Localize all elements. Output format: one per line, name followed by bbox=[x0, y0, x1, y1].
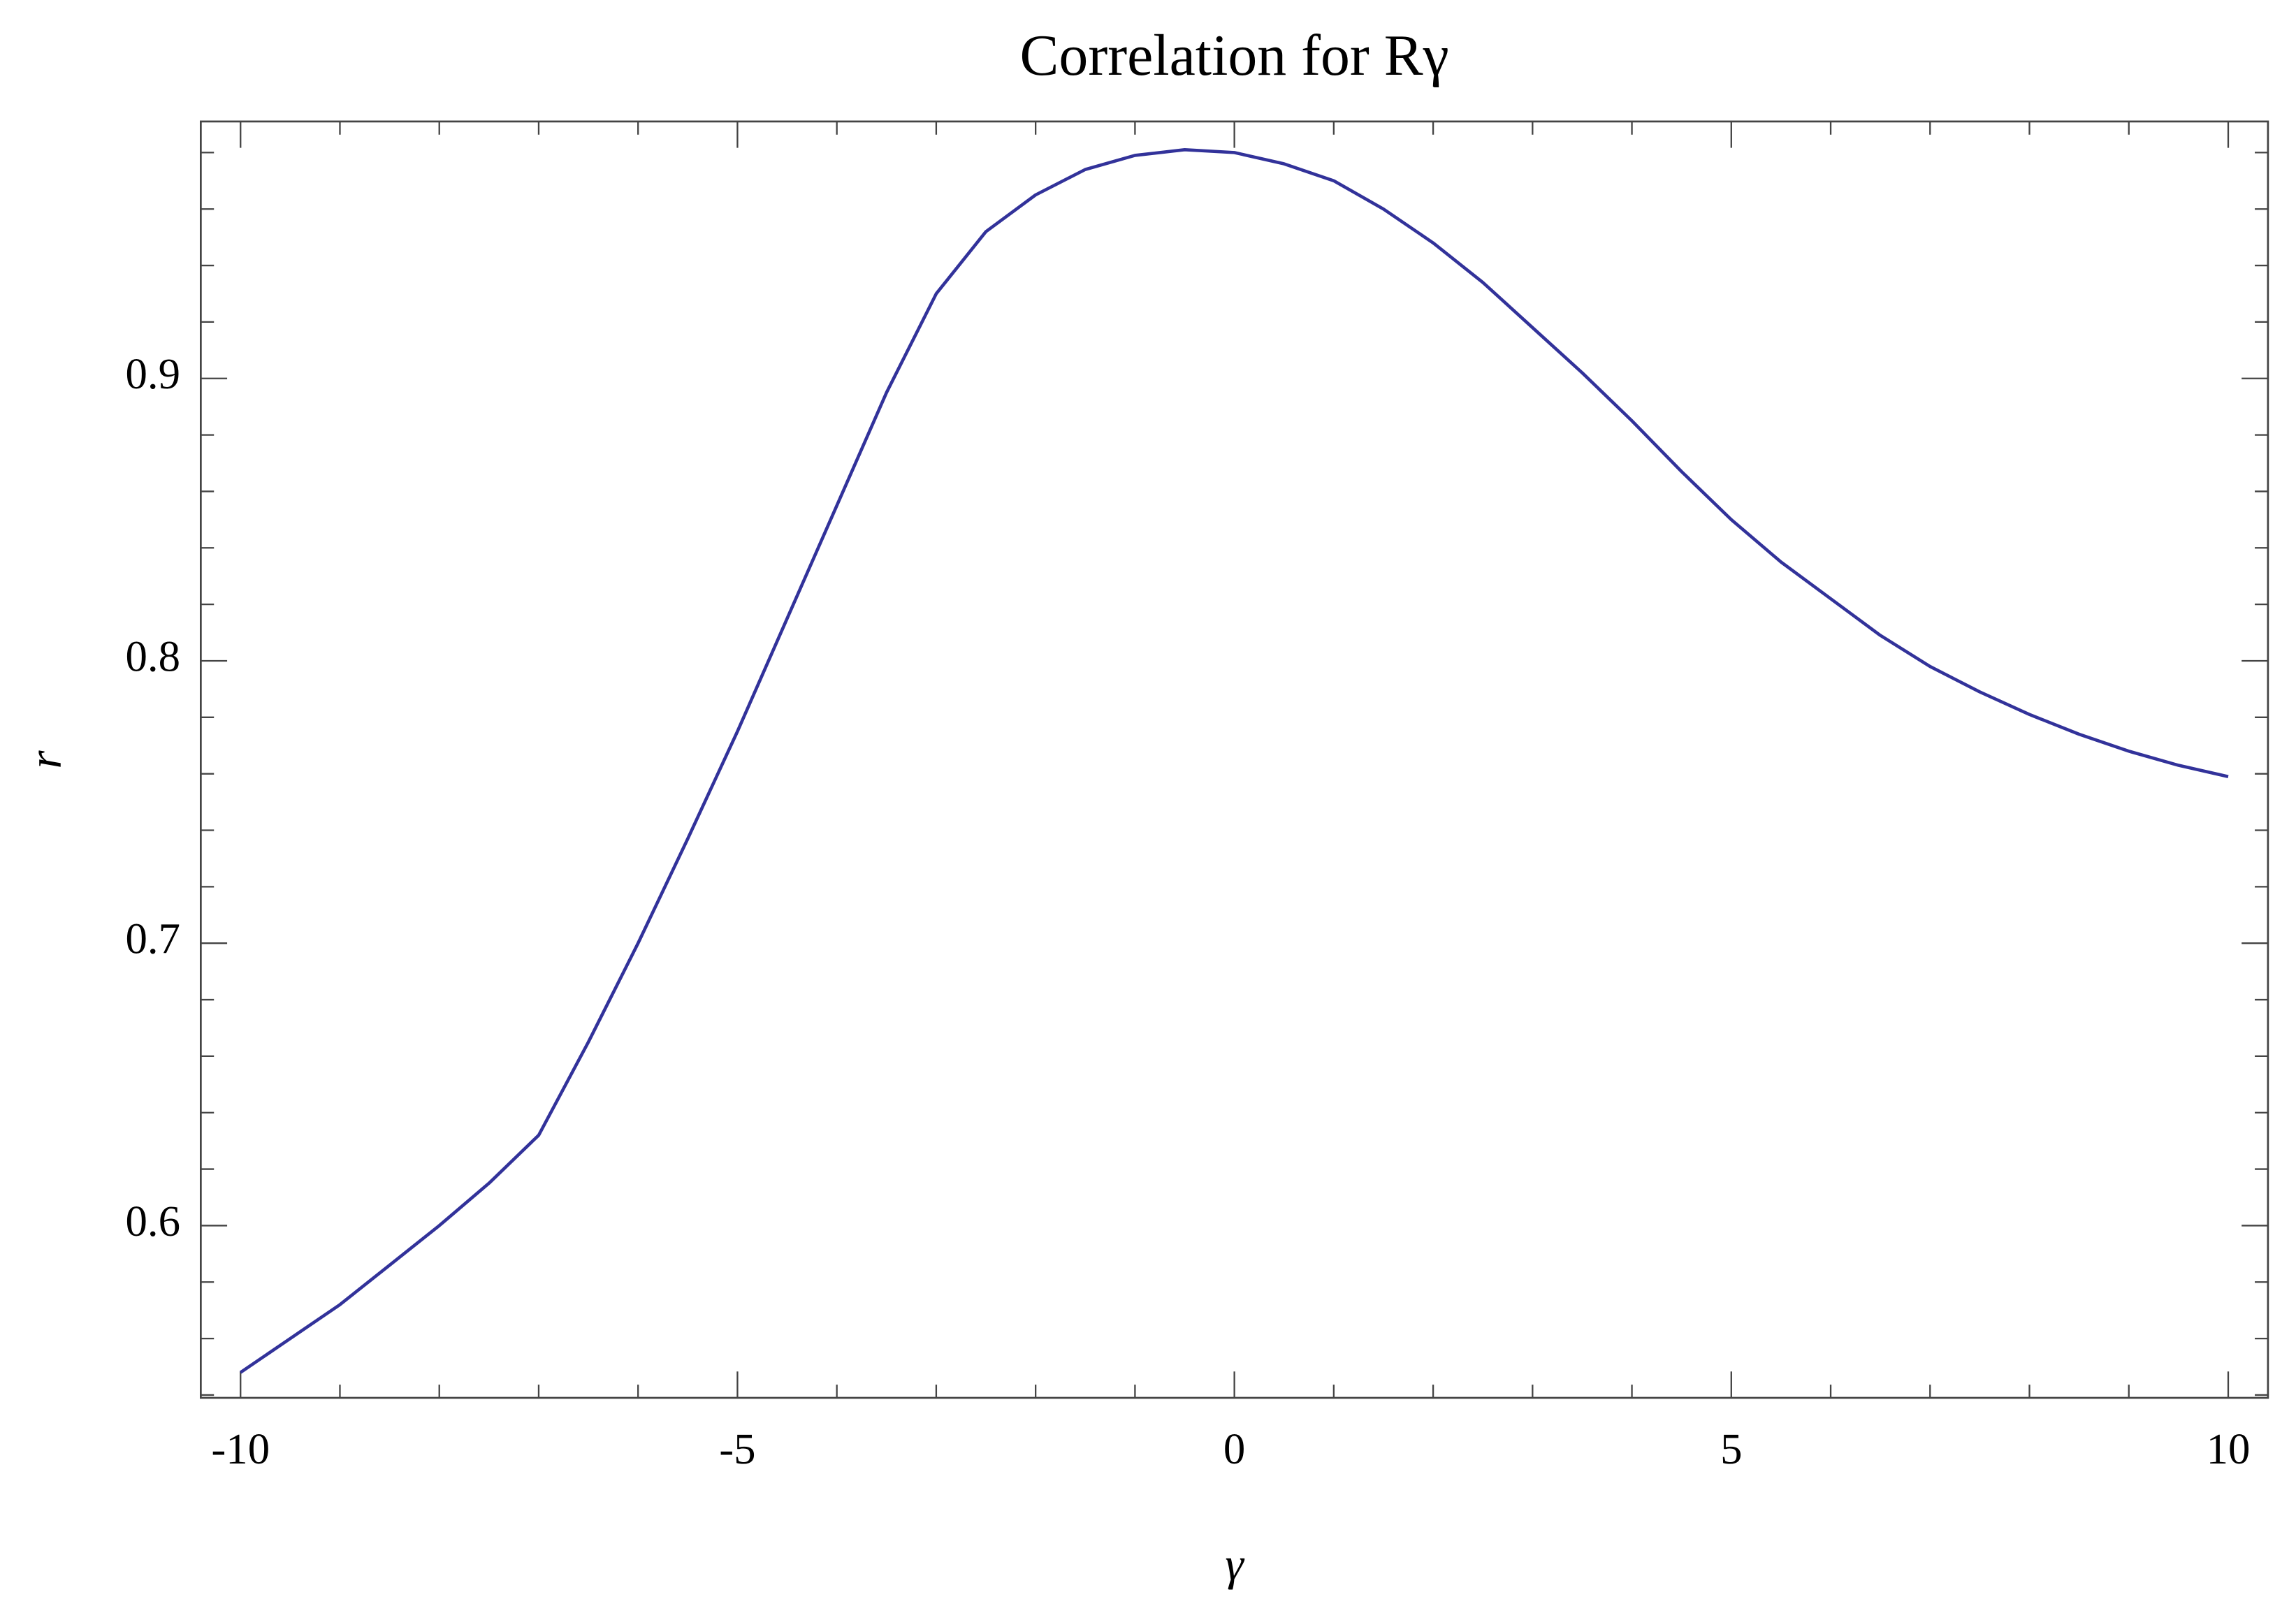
y-tick-label: 0.7 bbox=[125, 914, 180, 963]
x-tick-label: 0 bbox=[1223, 1424, 1245, 1473]
chart-title: Correlation for Rγ bbox=[1020, 23, 1449, 88]
y-tick-label: 0.9 bbox=[125, 349, 180, 398]
y-axis-label: r bbox=[19, 750, 71, 768]
x-tick-label: 10 bbox=[2207, 1424, 2251, 1473]
x-tick-label: 5 bbox=[1720, 1424, 1742, 1473]
plot-frame bbox=[199, 120, 2269, 1399]
x-tick-label: -5 bbox=[719, 1424, 755, 1473]
x-axis-label: γ bbox=[1225, 1538, 1244, 1591]
data-line bbox=[239, 148, 2229, 1374]
x-tick-label: -10 bbox=[211, 1424, 270, 1473]
y-tick-label: 0.8 bbox=[125, 632, 180, 680]
y-tick-label: 0.6 bbox=[125, 1197, 180, 1246]
